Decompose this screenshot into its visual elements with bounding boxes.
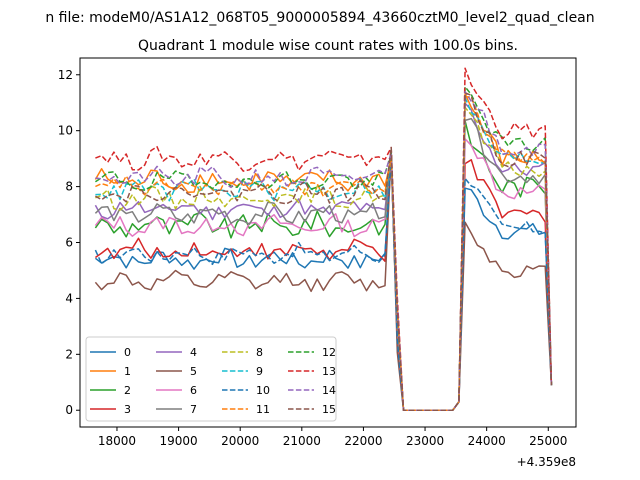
series-line-0 <box>94 157 553 411</box>
legend-label-3: 3 <box>124 403 131 416</box>
x-axis: 18000 19000 20000 21000 22000 23000 24000 25000 <box>98 427 567 448</box>
y-tick-label: 4 <box>65 291 73 305</box>
y-tick-label: 12 <box>58 68 73 82</box>
series-line-6 <box>94 138 553 411</box>
legend-label-15: 15 <box>322 403 336 416</box>
x-tick-label: 22000 <box>344 434 382 448</box>
legend-label-0: 0 <box>124 346 131 359</box>
series-line-7 <box>94 117 553 411</box>
legend-label-7: 7 <box>190 403 197 416</box>
legend-label-10: 10 <box>256 384 270 397</box>
series-layer <box>94 67 553 411</box>
x-offset-label: +4.359e8 <box>517 455 576 469</box>
legend-label-14: 14 <box>322 384 336 397</box>
legend-label-9: 9 <box>256 365 263 378</box>
legend-label-12: 12 <box>322 346 336 359</box>
x-tick-label: 24000 <box>468 434 506 448</box>
x-tick-label: 21000 <box>283 434 321 448</box>
x-tick-label: 23000 <box>406 434 444 448</box>
x-tick-label: 19000 <box>159 434 197 448</box>
legend-label-1: 1 <box>124 365 131 378</box>
legend-label-8: 8 <box>256 346 263 359</box>
legend-label-5: 5 <box>190 365 197 378</box>
series-line-12 <box>94 86 553 411</box>
y-tick-label: 6 <box>65 236 73 250</box>
chart-title: Quadrant 1 module wise count rates with … <box>138 38 518 54</box>
x-tick-label: 25000 <box>529 434 567 448</box>
series-line-15 <box>95 92 553 411</box>
series-line-3 <box>94 157 553 411</box>
legend-label-4: 4 <box>190 346 197 359</box>
x-tick-label: 20000 <box>221 434 259 448</box>
y-tick-label: 8 <box>65 180 73 194</box>
legend-box <box>85 336 337 422</box>
figure-suptitle: n file: modeM0/AS1A12_068T05_9000005894_… <box>45 10 594 26</box>
series-line-14 <box>95 91 553 411</box>
legend-label-2: 2 <box>124 384 131 397</box>
y-tick-label: 2 <box>65 347 73 361</box>
legend-label-6: 6 <box>190 384 197 397</box>
legend-label-11: 11 <box>256 403 270 416</box>
legend-label-13: 13 <box>322 365 336 378</box>
series-line-10 <box>94 155 553 411</box>
series-line-13 <box>95 67 553 411</box>
series-line-5 <box>94 149 553 411</box>
y-tick-label: 10 <box>58 124 73 138</box>
x-tick-label: 18000 <box>98 434 136 448</box>
series-line-9 <box>95 96 553 411</box>
y-tick-label: 0 <box>65 403 73 417</box>
series-line-8 <box>95 106 553 411</box>
y-axis: 0 2 4 6 8 10 12 <box>58 68 80 417</box>
series-line-2 <box>94 120 553 411</box>
